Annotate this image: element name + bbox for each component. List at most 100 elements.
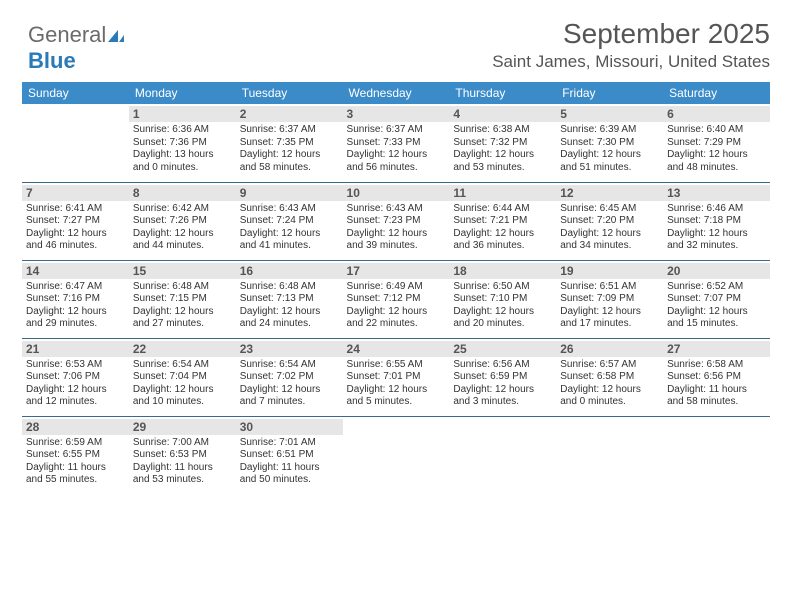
day-info: Sunrise: 6:48 AMSunset: 7:15 PMDaylight:… [133, 281, 232, 331]
day-number: 3 [343, 106, 450, 122]
calendar-day-cell: 25Sunrise: 6:56 AMSunset: 6:59 PMDayligh… [449, 338, 556, 416]
day-number: 13 [663, 185, 770, 201]
sunset-text: Sunset: 7:20 PM [560, 215, 659, 228]
sunset-text: Sunset: 7:32 PM [453, 137, 552, 150]
sunrise-text: Sunrise: 6:44 AM [453, 203, 552, 216]
calendar-day-cell [556, 416, 663, 494]
sunset-text: Sunset: 7:13 PM [240, 293, 339, 306]
calendar-day-cell: 22Sunrise: 6:54 AMSunset: 7:04 PMDayligh… [129, 338, 236, 416]
day-info: Sunrise: 6:50 AMSunset: 7:10 PMDaylight:… [453, 281, 552, 331]
sunset-text: Sunset: 7:02 PM [240, 371, 339, 384]
sunrise-text: Sunrise: 6:43 AM [240, 203, 339, 216]
daylight-text: Daylight: 12 hours and 44 minutes. [133, 228, 232, 253]
sunset-text: Sunset: 7:04 PM [133, 371, 232, 384]
sunrise-text: Sunrise: 6:39 AM [560, 124, 659, 137]
calendar-week-row: 28Sunrise: 6:59 AMSunset: 6:55 PMDayligh… [22, 416, 770, 494]
day-info: Sunrise: 6:40 AMSunset: 7:29 PMDaylight:… [667, 124, 766, 174]
daylight-text: Daylight: 11 hours and 58 minutes. [667, 384, 766, 409]
day-info: Sunrise: 6:42 AMSunset: 7:26 PMDaylight:… [133, 203, 232, 253]
daylight-text: Daylight: 12 hours and 27 minutes. [133, 306, 232, 331]
day-number: 17 [343, 263, 450, 279]
daylight-text: Daylight: 12 hours and 36 minutes. [453, 228, 552, 253]
sunset-text: Sunset: 7:29 PM [667, 137, 766, 150]
day-number: 4 [449, 106, 556, 122]
calendar-table: Sunday Monday Tuesday Wednesday Thursday… [22, 82, 770, 494]
day-info: Sunrise: 6:37 AMSunset: 7:33 PMDaylight:… [347, 124, 446, 174]
sunset-text: Sunset: 7:24 PM [240, 215, 339, 228]
calendar-day-cell: 16 Sunrise: 6:48 AMSunset: 7:13 PMDayligh… [236, 260, 343, 338]
sunset-text: Sunset: 6:58 PM [560, 371, 659, 384]
calendar-day-cell: 26Sunrise: 6:57 AMSunset: 6:58 PMDayligh… [556, 338, 663, 416]
day-number: 29 [129, 419, 236, 435]
sunset-text: Sunset: 7:07 PM [667, 293, 766, 306]
sunrise-text: Sunrise: 6:50 AM [453, 281, 552, 294]
day-info: Sunrise: 6:46 AMSunset: 7:18 PMDaylight:… [667, 203, 766, 253]
brand-logo: General Blue [28, 22, 126, 74]
weekday-header-row: Sunday Monday Tuesday Wednesday Thursday… [22, 82, 770, 104]
location-text: Saint James, Missouri, United States [22, 52, 770, 72]
daylight-text: Daylight: 12 hours and 20 minutes. [453, 306, 552, 331]
month-title: September 2025 [22, 18, 770, 50]
day-info: Sunrise: 6:52 AMSunset: 7:07 PMDaylight:… [667, 281, 766, 331]
sunset-text: Sunset: 7:09 PM [560, 293, 659, 306]
logo-sail-icon [106, 28, 126, 44]
day-info: Sunrise: 7:00 AMSunset: 6:53 PMDaylight:… [133, 437, 232, 487]
daylight-text: Daylight: 12 hours and 12 minutes. [26, 384, 125, 409]
calendar-day-cell [663, 416, 770, 494]
calendar-week-row: 7Sunrise: 6:41 AMSunset: 7:27 PMDaylight… [22, 182, 770, 260]
day-number: 1 [129, 106, 236, 122]
daylight-text: Daylight: 12 hours and 5 minutes. [347, 384, 446, 409]
day-info: Sunrise: 6:41 AMSunset: 7:27 PMDaylight:… [26, 203, 125, 253]
calendar-day-cell: 3 Sunrise: 6:37 AMSunset: 7:33 PMDaylight… [343, 104, 450, 182]
day-number: 27 [663, 341, 770, 357]
sunrise-text: Sunrise: 6:48 AM [240, 281, 339, 294]
day-info: Sunrise: 6:57 AMSunset: 6:58 PMDaylight:… [560, 359, 659, 409]
day-info: Sunrise: 6:37 AMSunset: 7:35 PMDaylight:… [240, 124, 339, 174]
daylight-text: Daylight: 12 hours and 17 minutes. [560, 306, 659, 331]
sunrise-text: Sunrise: 6:55 AM [347, 359, 446, 372]
calendar-day-cell [449, 416, 556, 494]
sunset-text: Sunset: 7:15 PM [133, 293, 232, 306]
day-info: Sunrise: 6:59 AMSunset: 6:55 PMDaylight:… [26, 437, 125, 487]
day-number: 11 [449, 185, 556, 201]
day-info: Sunrise: 6:48 AMSunset: 7:13 PMDaylight:… [240, 281, 339, 331]
day-number: 14 [22, 263, 129, 279]
day-number: 30 [236, 419, 343, 435]
sunrise-text: Sunrise: 6:40 AM [667, 124, 766, 137]
calendar-day-cell: 21Sunrise: 6:53 AMSunset: 7:06 PMDayligh… [22, 338, 129, 416]
sunset-text: Sunset: 7:26 PM [133, 215, 232, 228]
sunset-text: Sunset: 6:59 PM [453, 371, 552, 384]
daylight-text: Daylight: 12 hours and 56 minutes. [347, 149, 446, 174]
daylight-text: Daylight: 12 hours and 53 minutes. [453, 149, 552, 174]
sunset-text: Sunset: 7:33 PM [347, 137, 446, 150]
sunset-text: Sunset: 7:21 PM [453, 215, 552, 228]
calendar-day-cell: 28Sunrise: 6:59 AMSunset: 6:55 PMDayligh… [22, 416, 129, 494]
day-number: 9 [236, 185, 343, 201]
sunset-text: Sunset: 6:51 PM [240, 449, 339, 462]
day-number: 19 [556, 263, 663, 279]
sunrise-text: Sunrise: 7:01 AM [240, 437, 339, 450]
day-number: 16 [236, 263, 343, 279]
sunset-text: Sunset: 6:53 PM [133, 449, 232, 462]
day-number: 24 [343, 341, 450, 357]
sunrise-text: Sunrise: 6:58 AM [667, 359, 766, 372]
day-info: Sunrise: 6:47 AMSunset: 7:16 PMDaylight:… [26, 281, 125, 331]
day-number: 10 [343, 185, 450, 201]
daylight-text: Daylight: 12 hours and 24 minutes. [240, 306, 339, 331]
calendar-day-cell: 17Sunrise: 6:49 AMSunset: 7:12 PMDayligh… [343, 260, 450, 338]
day-info: Sunrise: 6:43 AMSunset: 7:24 PMDaylight:… [240, 203, 339, 253]
calendar-day-cell: 1Sunrise: 6:36 AMSunset: 7:36 PMDaylight… [129, 104, 236, 182]
day-number: 12 [556, 185, 663, 201]
sunrise-text: Sunrise: 6:37 AM [347, 124, 446, 137]
daylight-text: Daylight: 12 hours and 39 minutes. [347, 228, 446, 253]
calendar-day-cell: 18 Sunrise: 6:50 AMSunset: 7:10 PMDayligh… [449, 260, 556, 338]
daylight-text: Daylight: 12 hours and 3 minutes. [453, 384, 552, 409]
day-number: 18 [449, 263, 556, 279]
calendar-week-row: 14 Sunrise: 6:47 AMSunset: 7:16 PMDayligh… [22, 260, 770, 338]
calendar-day-cell: 8Sunrise: 6:42 AMSunset: 7:26 PMDaylight… [129, 182, 236, 260]
sunrise-text: Sunrise: 6:37 AM [240, 124, 339, 137]
sunrise-text: Sunrise: 6:53 AM [26, 359, 125, 372]
day-info: Sunrise: 6:55 AMSunset: 7:01 PMDaylight:… [347, 359, 446, 409]
calendar-day-cell: 23Sunrise: 6:54 AMSunset: 7:02 PMDayligh… [236, 338, 343, 416]
weekday-header: Friday [556, 82, 663, 104]
